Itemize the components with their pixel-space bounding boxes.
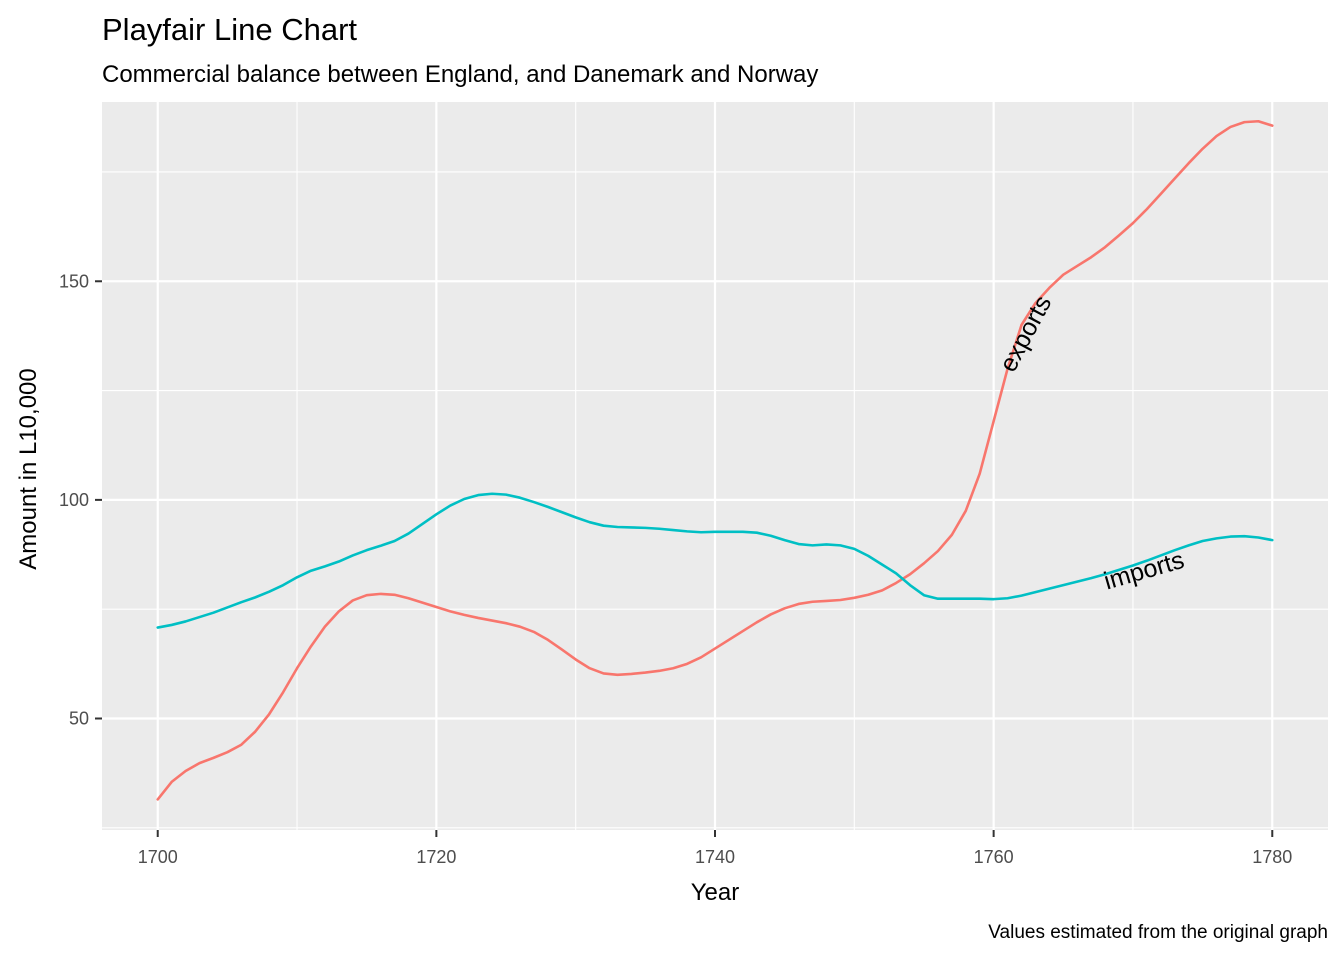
x-tick-label: 1720 <box>416 847 456 867</box>
x-tick-label: 1780 <box>1252 847 1292 867</box>
chart-caption: Values estimated from the original graph <box>988 922 1328 943</box>
y-axis-title: Amount in L10,000 <box>15 368 42 569</box>
series-layer <box>156 119 1274 801</box>
x-tick-label: 1700 <box>138 847 178 867</box>
y-tick-label: 50 <box>69 709 89 729</box>
x-tick-label: 1760 <box>974 847 1014 867</box>
x-axis-title: Year <box>691 879 740 906</box>
x-tick-label: 1740 <box>695 847 735 867</box>
series-line-imports <box>156 492 1274 629</box>
grid-major <box>102 102 1328 830</box>
y-tick-label: 150 <box>59 271 89 291</box>
y-tick-label: 100 <box>59 490 89 510</box>
x-axis: 1700 1720 1740 1760 1780 <box>138 830 1292 867</box>
chart-subtitle: Commercial balance between England, and … <box>102 61 818 88</box>
chart-title: Playfair Line Chart <box>102 12 357 47</box>
series-line-exports <box>156 119 1274 801</box>
y-axis: 50 100 150 <box>59 271 102 729</box>
